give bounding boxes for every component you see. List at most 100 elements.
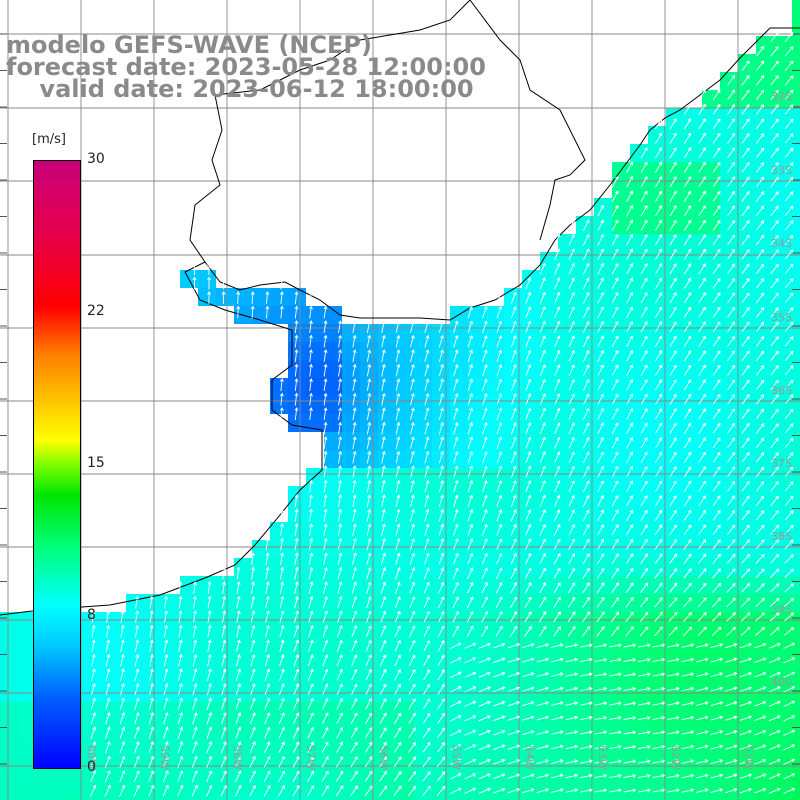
wind-speed-cell: [666, 792, 684, 800]
wind-arrow: [351, 654, 358, 667]
wind-arrow: [568, 306, 575, 319]
wind-speed-cell: [450, 648, 468, 666]
wind-speed-cell: [504, 540, 522, 558]
wind-arrow: [711, 612, 722, 622]
wind-arrow: [393, 756, 402, 768]
wind-speed-cell: [360, 612, 378, 630]
wind-speed-cell: [414, 396, 432, 414]
wind-arrow: [192, 668, 198, 681]
wind-arrow: [756, 205, 765, 217]
wind-arrow: [365, 639, 372, 652]
wind-speed-cell: [414, 576, 432, 594]
wind-arrow: [640, 393, 648, 405]
wind-speed-cell: [558, 792, 576, 800]
wind-arrow: [539, 538, 546, 551]
wind-arrow: [177, 711, 184, 725]
wind-arrow: [683, 611, 693, 622]
wind-arrow: [611, 204, 619, 217]
wind-arrow: [582, 335, 590, 348]
wind-arrow: [381, 479, 386, 493]
wind-arrow: [493, 657, 506, 664]
wind-arrow: [234, 770, 242, 783]
wind-arrow: [784, 408, 794, 419]
wind-arrow: [265, 610, 270, 623]
wind-speed-cell: [684, 396, 702, 414]
wind-speed-cell: [648, 702, 666, 720]
wind-arrow: [568, 349, 575, 362]
wind-speed-cell: [630, 414, 648, 432]
wind-arrow: [626, 277, 634, 290]
wind-speed-cell: [720, 198, 738, 216]
wind-speed-cell: [540, 648, 558, 666]
wind-speed-cell: [198, 774, 216, 792]
wind-arrow: [148, 726, 155, 739]
wind-arrow: [279, 276, 284, 290]
wind-arrow: [134, 726, 140, 739]
wind-arrow: [323, 421, 328, 435]
wind-speed-cell: [450, 792, 468, 800]
wind-arrow: [754, 657, 767, 664]
wind-arrow: [756, 379, 765, 391]
wind-speed-cell: [702, 414, 720, 432]
wind-arrow: [536, 715, 550, 721]
wind-speed-cell: [486, 594, 504, 612]
wind-arrow: [554, 465, 561, 478]
wind-speed-cell: [126, 738, 144, 756]
wind-arrow: [770, 234, 779, 245]
wind-arrow: [221, 653, 227, 667]
wind-speed-cell: [396, 720, 414, 738]
wind-arrow: [236, 595, 241, 609]
wind-speed-cell: [468, 432, 486, 450]
wind-arrow: [568, 364, 575, 377]
wind-arrow: [611, 175, 619, 188]
wind-arrow: [221, 697, 227, 710]
wind-arrow: [626, 219, 634, 232]
wind-arrow: [770, 510, 779, 521]
wind-speed-cell: [216, 666, 234, 684]
wind-speed-cell: [684, 504, 702, 522]
wind-speed-cell: [288, 558, 306, 576]
wind-arrow: [741, 263, 750, 275]
wind-arrow: [640, 321, 648, 333]
wind-speed-cell: [702, 648, 720, 666]
wind-arrow: [596, 626, 605, 637]
wind-speed-cell: [612, 702, 630, 720]
wind-arrow: [464, 686, 477, 693]
wind-arrow: [754, 773, 767, 780]
wind-arrow: [365, 683, 372, 696]
wind-speed-cell: [360, 666, 378, 684]
wind-arrow: [669, 277, 677, 289]
wind-speed-cell: [144, 738, 162, 756]
wind-speed-cell: [774, 162, 792, 180]
wind-arrow: [478, 787, 491, 794]
wind-arrow: [279, 378, 284, 392]
wind-arrow: [352, 320, 357, 333]
wind-arrow: [611, 335, 619, 348]
wind-arrow: [683, 190, 692, 202]
wind-speed-cell: [90, 702, 108, 720]
wind-arrow: [698, 408, 706, 420]
wind-arrow: [727, 480, 735, 492]
wind-arrow: [683, 597, 692, 608]
wind-speed-cell: [54, 774, 72, 792]
wind-speed-cell: [558, 738, 576, 756]
colorbar-tick-8: 8: [87, 607, 96, 623]
wind-arrow: [683, 582, 692, 593]
wind-arrow: [611, 262, 619, 275]
wind-arrow: [609, 759, 622, 764]
wind-speed-cell: [342, 432, 360, 450]
wind-speed-cell: [378, 324, 396, 342]
wind-arrow: [611, 422, 619, 435]
wind-arrow: [438, 552, 445, 565]
wind-speed-cell: [144, 612, 162, 630]
wind-arrow: [235, 712, 242, 725]
wind-arrow: [294, 320, 299, 334]
wind-arrow: [609, 643, 622, 648]
wind-arrow: [510, 611, 518, 623]
wind-arrow: [626, 393, 634, 406]
wind-arrow: [323, 349, 328, 362]
wind-speed-cell: [414, 360, 432, 378]
wind-arrow: [309, 349, 313, 363]
wind-arrow: [280, 523, 285, 536]
wind-speed-cell: [540, 360, 558, 378]
